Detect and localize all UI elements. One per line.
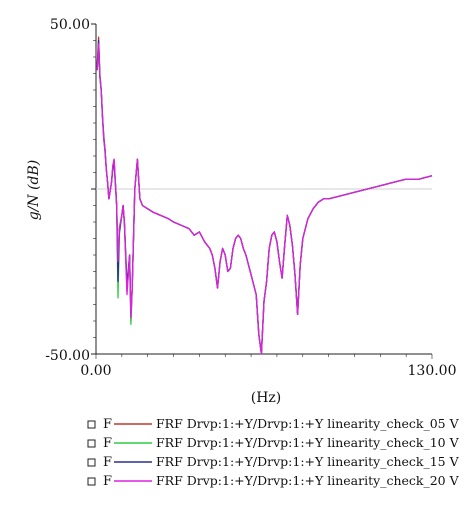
legend-marker-2: F — [103, 436, 112, 451]
legend-label-2: FRF Drvp:1:+Y/Drvp:1:+Y linearity_check_… — [156, 435, 460, 450]
y-tick-label-top: 50.00 — [50, 17, 90, 33]
x-tick-label-right: 130.00 — [408, 363, 457, 379]
series-line-1 — [96, 36, 433, 355]
legend-marker-1: F — [103, 417, 112, 432]
y-tick-label-bottom: -50.00 — [45, 348, 90, 364]
series-line-2 — [96, 43, 433, 355]
legend-label-1: FRF Drvp:1:+Y/Drvp:1:+Y linearity_check_… — [156, 416, 460, 431]
series-line-3 — [96, 39, 433, 355]
y-axis-label: g/N (dB) — [26, 160, 42, 221]
x-axis-label: (Hz) — [251, 390, 282, 406]
legend-checkbox-4[interactable] — [87, 477, 96, 486]
legend-checkbox-2[interactable] — [87, 439, 96, 448]
legend-label-3: FRF Drvp:1:+Y/Drvp:1:+Y linearity_check_… — [156, 454, 460, 469]
legend: F FRF Drvp:1:+Y/Drvp:1:+Y linearity_check… — [87, 416, 460, 489]
legend-label-4: FRF Drvp:1:+Y/Drvp:1:+Y linearity_check_… — [156, 473, 460, 488]
series-line-4 — [96, 43, 433, 355]
legend-marker-3: F — [103, 455, 112, 470]
x-tick-label-left: 0.00 — [80, 363, 111, 379]
legend-marker-4: F — [103, 474, 112, 489]
legend-checkbox-1[interactable] — [87, 420, 96, 429]
legend-checkbox-3[interactable] — [87, 458, 96, 467]
